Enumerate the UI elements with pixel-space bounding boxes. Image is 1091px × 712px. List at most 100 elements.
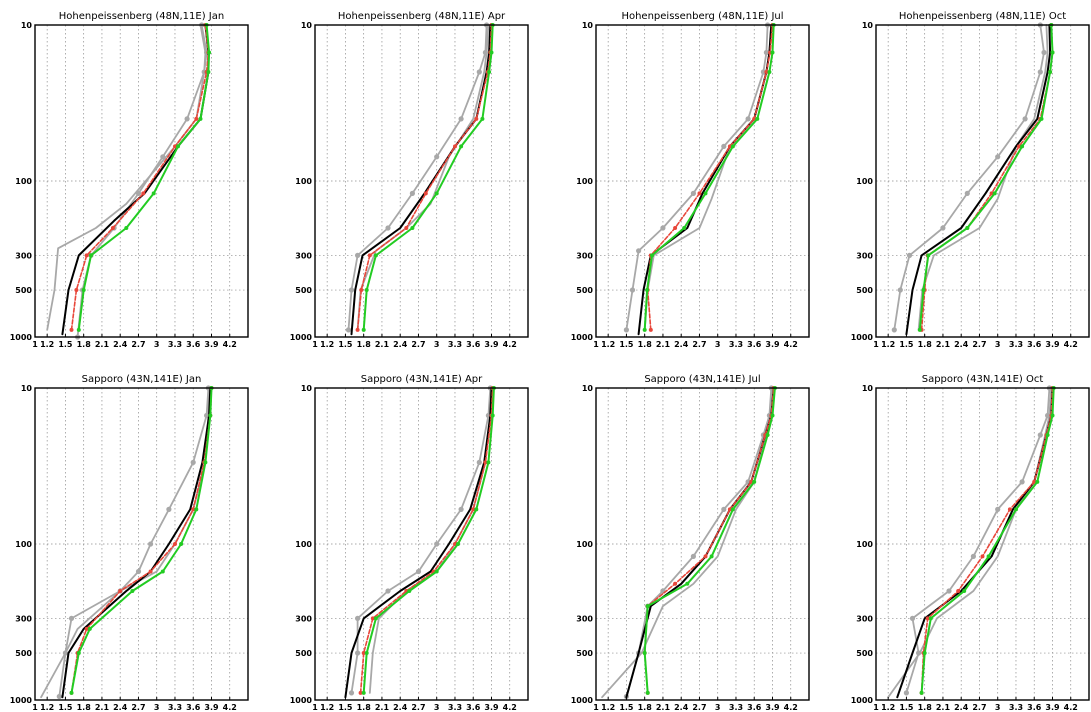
x-tick-label: 2.1: [95, 703, 110, 712]
series-point: [1022, 116, 1028, 122]
series-line: [893, 24, 1045, 331]
chart-title: Hohenpeissenberg (48N,11E) Apr: [338, 11, 506, 22]
y-tick-label: 10: [301, 384, 313, 393]
y-tick-label: 100: [15, 177, 32, 186]
x-tick-label: 2.1: [936, 340, 951, 349]
series-point: [173, 144, 177, 149]
y-tick-label: 100: [856, 540, 873, 549]
series-point: [166, 506, 172, 512]
series-point: [89, 253, 93, 258]
series-point: [148, 541, 154, 547]
x-tick-label: 1.8: [638, 703, 653, 712]
series-point: [459, 144, 464, 149]
series-line: [46, 24, 207, 331]
series-point: [81, 288, 86, 292]
series-point: [87, 626, 92, 631]
x-tick-label: 2.1: [375, 340, 390, 349]
series-point: [721, 506, 727, 512]
series-point: [74, 288, 79, 292]
x-tick-label: 2.1: [656, 703, 671, 712]
x-tick-label: 1.5: [338, 340, 353, 349]
x-tick-label: 3.3: [168, 340, 182, 349]
series-point: [359, 288, 364, 292]
series-point: [190, 459, 196, 465]
series-point: [476, 459, 482, 465]
y-tick-label: 100: [295, 540, 312, 549]
series-point: [906, 252, 913, 258]
y-tick-label: 1000: [571, 696, 594, 705]
series-point: [1020, 144, 1025, 149]
x-tick-label: 2.4: [113, 703, 128, 712]
x-tick-label: 2.1: [936, 703, 951, 712]
series-point: [745, 116, 751, 122]
series-point: [709, 554, 714, 559]
x-tick-label: 3.6: [466, 703, 481, 712]
x-tick-label: 1: [873, 703, 879, 712]
x-tick-label: 1.5: [58, 340, 73, 349]
series-point: [1037, 69, 1043, 75]
x-tick-label: 2.4: [113, 340, 128, 349]
x-tick-label: 2.4: [674, 703, 689, 712]
x-tick-label: 3.6: [1027, 340, 1042, 349]
series-point: [130, 589, 135, 593]
series-point: [909, 615, 916, 622]
series-point: [364, 288, 369, 292]
series-point: [727, 144, 732, 149]
series-point: [415, 568, 422, 575]
series-point: [964, 190, 970, 196]
x-tick-label: 3.3: [729, 340, 743, 349]
x-tick-label: 1.8: [357, 340, 372, 349]
series-point: [767, 70, 772, 74]
series-point: [476, 69, 482, 75]
chart-title: Hohenpeissenberg (48N,11E) Jan: [59, 11, 224, 22]
series-line: [625, 387, 773, 698]
series-line: [359, 387, 494, 694]
x-tick-label: 4.2: [784, 703, 798, 712]
series-line: [70, 387, 213, 694]
series-point: [673, 226, 678, 230]
x-tick-label: 3.9: [765, 340, 780, 349]
series-point: [764, 70, 769, 74]
series-line: [362, 24, 494, 331]
series-point: [198, 116, 203, 121]
series-line: [920, 387, 1055, 694]
series-line: [356, 24, 490, 331]
series-point: [690, 553, 697, 560]
chart-title: Sapporo (43N,141E) Oct: [922, 374, 1044, 385]
y-tick-label: 500: [576, 286, 593, 295]
series-point: [970, 553, 977, 560]
series-point: [489, 50, 494, 55]
series-point: [928, 616, 933, 621]
y-tick-label: 100: [576, 540, 593, 549]
series-line: [625, 387, 775, 699]
series-point: [690, 190, 697, 196]
series-point: [179, 542, 184, 546]
x-tick-label: 2.7: [131, 340, 145, 349]
series-point: [980, 554, 985, 559]
y-tick-label: 10: [862, 384, 874, 393]
series-line: [70, 24, 210, 331]
series-point: [685, 581, 690, 586]
series-point: [194, 116, 199, 121]
series-point: [358, 690, 363, 695]
x-tick-label: 2.1: [95, 340, 110, 349]
series-point: [373, 253, 378, 258]
y-tick-label: 1000: [290, 333, 313, 342]
series-point: [474, 116, 479, 121]
series-point: [645, 288, 650, 292]
series-line: [920, 387, 1054, 694]
series-point: [730, 507, 735, 512]
series-line: [347, 24, 488, 331]
y-tick-label: 1000: [10, 696, 33, 705]
x-tick-label: 3.9: [204, 703, 219, 712]
series-point: [471, 507, 476, 512]
x-tick-label: 1: [312, 340, 318, 349]
series-point: [191, 507, 196, 512]
series-point: [355, 615, 361, 622]
x-tick-label: 1.5: [899, 340, 914, 349]
series-point: [423, 191, 428, 196]
x-tick-label: 1.2: [320, 703, 334, 712]
plot-frame: [34, 24, 249, 338]
series-point: [995, 506, 1001, 512]
series-point: [623, 327, 630, 333]
